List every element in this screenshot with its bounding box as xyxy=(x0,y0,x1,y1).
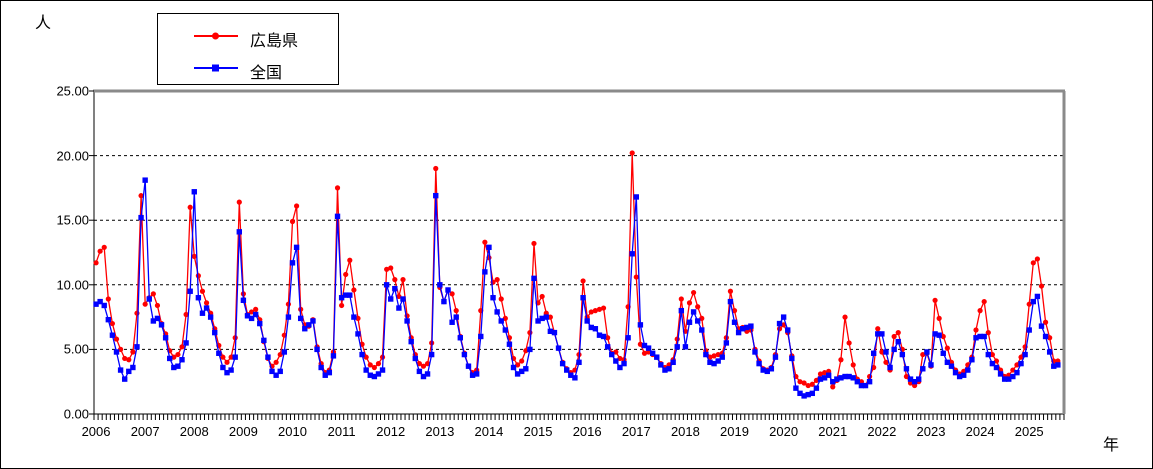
y-tick-label: 25.00 xyxy=(56,83,89,99)
x-axis-year-label: 2008 xyxy=(179,424,209,439)
x-axis-year-label: 2007 xyxy=(130,424,160,439)
y-axis-unit-label: 人 xyxy=(35,15,52,32)
legend-label: 全国 xyxy=(250,65,283,82)
x-axis-year-label: 2023 xyxy=(916,424,946,439)
x-axis-year-label: 2015 xyxy=(523,424,553,439)
x-axis-year-label: 2020 xyxy=(769,424,799,439)
x-axis-year-label: 2025 xyxy=(1014,424,1044,439)
legend-entry-hiroshima: 広島県 xyxy=(158,24,338,50)
x-axis-year-label: 2009 xyxy=(228,424,258,439)
legend: 広島県 全国 xyxy=(157,13,339,85)
x-axis-year-label: 2021 xyxy=(818,424,848,439)
x-axis-year-label: 2024 xyxy=(965,424,995,439)
x-axis-year-label: 2013 xyxy=(425,424,455,439)
legend-circle-marker-icon xyxy=(212,32,219,40)
x-axis-year-label: 2014 xyxy=(474,424,504,439)
x-axis-year-label: 2016 xyxy=(572,424,602,439)
legend-label: 広島県 xyxy=(250,33,299,50)
x-axis-year-label: 2017 xyxy=(621,424,651,439)
y-tick-label: 15.00 xyxy=(56,212,89,228)
x-axis-year-label: 2022 xyxy=(867,424,897,439)
y-tick-label: 0.00 xyxy=(63,406,89,422)
x-axis-year-label: 2019 xyxy=(720,424,749,439)
y-tick-label: 5.00 xyxy=(63,341,89,357)
x-axis-year-label: 2012 xyxy=(376,424,406,439)
x-axis-year-label: 2010 xyxy=(278,424,307,439)
x-axis-year-label: 2006 xyxy=(81,424,111,439)
legend-entry-national: 全国 xyxy=(158,56,338,82)
legend-square-marker-icon xyxy=(212,64,219,72)
x-axis-year-label: 2018 xyxy=(670,424,700,439)
x-axis-year-label: 2011 xyxy=(327,424,356,439)
x-axis-unit-label: 年 xyxy=(1103,437,1120,454)
y-tick-label: 10.00 xyxy=(56,277,89,293)
y-tick-label: 20.00 xyxy=(56,148,89,164)
